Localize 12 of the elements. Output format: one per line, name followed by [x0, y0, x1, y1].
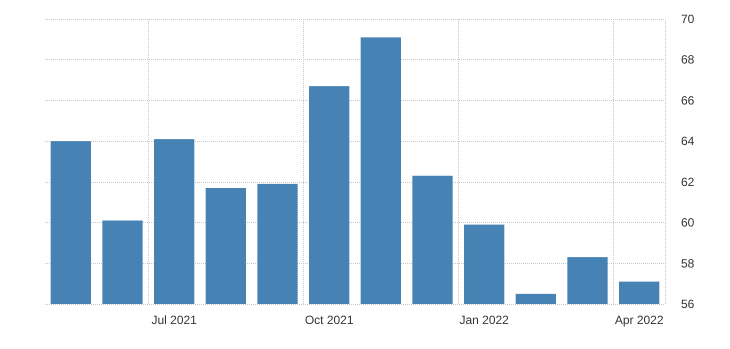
x-tick-label: Jan 2022 — [459, 313, 510, 327]
y-tick-label: 64 — [681, 134, 695, 148]
y-tick-label: 58 — [681, 256, 695, 270]
y-tick-label: 66 — [681, 93, 695, 108]
y-tick-label: 56 — [681, 297, 695, 311]
x-tick-label: Apr 2022 — [614, 313, 664, 327]
y-tick-label: 68 — [681, 52, 695, 67]
y-tick-label: 62 — [681, 174, 695, 189]
x-tick-label: Oct 2021 — [304, 313, 354, 327]
y-tick-label: 70 — [681, 12, 695, 26]
y-tick-label: 60 — [681, 216, 695, 230]
x-tick-label: Jul 2021 — [151, 313, 198, 327]
